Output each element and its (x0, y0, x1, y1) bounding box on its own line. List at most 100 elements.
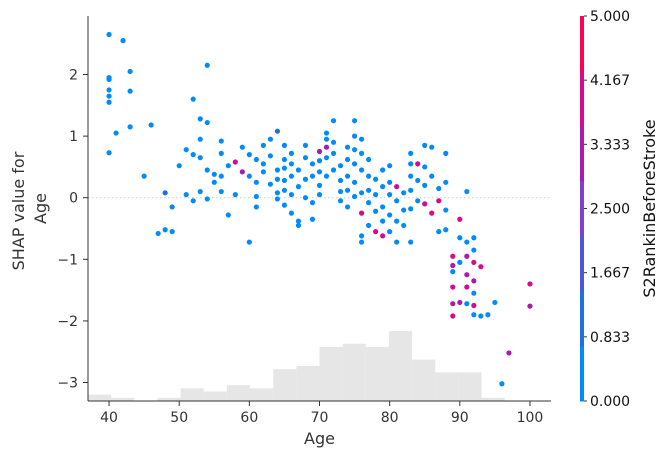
histogram-bar (435, 372, 459, 401)
data-point (323, 130, 330, 136)
data-point (358, 167, 365, 173)
data-point (380, 233, 386, 239)
data-point (471, 278, 477, 284)
data-point (450, 262, 456, 269)
data-point (471, 247, 477, 253)
data-point (302, 142, 309, 148)
data-point (183, 192, 189, 198)
data-point (218, 138, 224, 144)
data-point (408, 161, 414, 167)
colorbar-title: S2RankinBeforeStroke (640, 119, 659, 297)
histogram-layer (88, 331, 505, 401)
x-tick-label: 70 (311, 410, 329, 426)
histogram-bar (481, 397, 505, 401)
data-point (302, 155, 309, 161)
data-point (457, 216, 463, 222)
x-tick-label: 60 (240, 410, 258, 426)
data-point (267, 153, 273, 159)
data-point (351, 193, 358, 200)
data-point (506, 350, 512, 356)
data-point (387, 229, 393, 235)
colorbar-tick-label: 0.833 (590, 330, 630, 346)
histogram-bar (111, 397, 135, 401)
data-point (267, 136, 273, 142)
data-point (358, 136, 365, 142)
x-ticks: 40 50 60 70 80 90 100 (100, 401, 543, 426)
data-point (218, 173, 224, 179)
data-point (113, 130, 119, 136)
data-point (176, 163, 182, 169)
data-point (373, 208, 379, 214)
data-point (232, 159, 238, 165)
data-point (281, 187, 288, 193)
data-point (415, 198, 421, 204)
y-ticks: 2 1 0 −1 −2 −3 (57, 68, 88, 392)
data-point (443, 150, 449, 156)
data-point (394, 218, 400, 224)
data-point (478, 313, 484, 319)
data-point (211, 171, 217, 177)
data-point (464, 239, 470, 245)
data-point (358, 239, 365, 245)
data-point (408, 187, 414, 193)
y-tick-label: −3 (57, 376, 78, 392)
y-tick-label: 1 (69, 129, 78, 145)
data-point (337, 163, 344, 169)
data-point (316, 158, 323, 164)
data-point (141, 173, 147, 179)
histogram-bar (365, 346, 389, 401)
data-point (246, 152, 252, 158)
points-layer (106, 31, 533, 387)
data-point (337, 188, 344, 195)
data-point (351, 118, 358, 124)
data-point (288, 192, 295, 198)
data-point (302, 176, 309, 182)
data-point (415, 161, 421, 167)
data-point (127, 124, 133, 130)
data-point (450, 301, 456, 307)
data-point (464, 253, 470, 259)
data-point (464, 188, 470, 195)
y-tick-label: 2 (69, 68, 78, 84)
data-point (323, 155, 330, 161)
data-point (225, 163, 231, 169)
data-point (366, 222, 372, 229)
histogram-bar (226, 385, 251, 401)
x-tick-label: 90 (451, 410, 469, 426)
y-axis-label: SHAP value for Age (9, 147, 50, 271)
data-point (358, 190, 365, 196)
data-point (274, 128, 281, 134)
data-point (450, 313, 456, 319)
data-point (464, 284, 470, 290)
data-point (253, 179, 259, 185)
colorbar-segment (580, 346, 584, 402)
data-point (373, 192, 379, 198)
data-point (344, 156, 351, 163)
data-point (288, 210, 295, 216)
data-point (351, 147, 358, 153)
data-point (225, 212, 231, 218)
data-point (366, 200, 372, 206)
data-point (499, 381, 505, 387)
colorbar-tick-label: 1.667 (590, 266, 630, 282)
colorbar-segment (580, 126, 584, 182)
data-point (106, 99, 112, 105)
histogram-bar (296, 366, 320, 401)
data-point (471, 302, 477, 309)
data-point (190, 96, 196, 102)
data-point (246, 239, 252, 245)
data-point (337, 198, 344, 204)
data-point (316, 169, 323, 175)
data-point (401, 207, 407, 213)
data-point (450, 269, 456, 275)
data-point (127, 88, 133, 94)
data-point (358, 150, 365, 156)
data-point (429, 173, 435, 179)
data-point (239, 169, 245, 175)
data-point (323, 173, 330, 179)
data-point (330, 150, 337, 156)
data-point (485, 312, 491, 318)
data-point (387, 192, 393, 198)
data-point (443, 179, 449, 185)
data-point (106, 76, 112, 83)
